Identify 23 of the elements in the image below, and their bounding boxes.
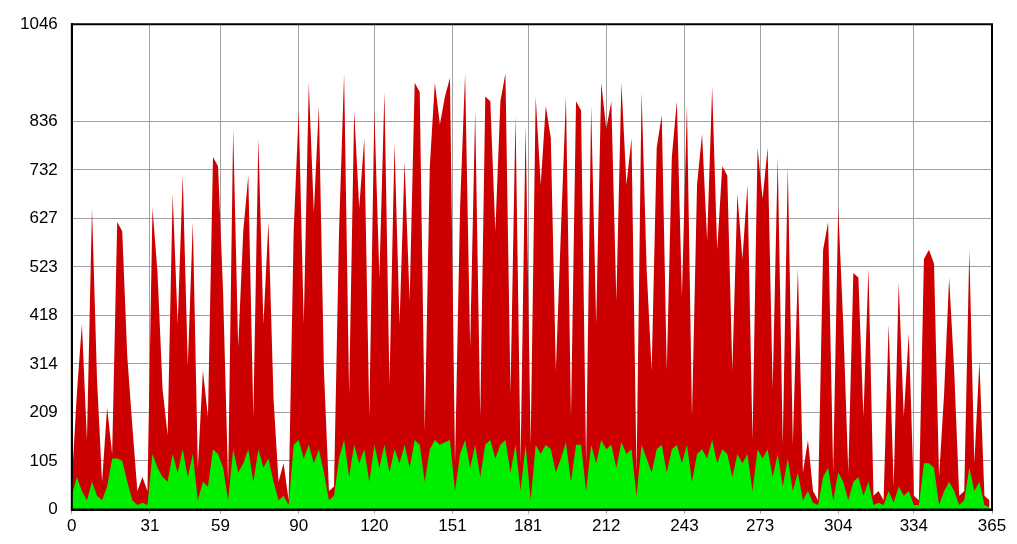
x-tick-label: 212 (592, 516, 621, 536)
y-tick-label: 105 (29, 450, 58, 470)
x-tick-label: 0 (67, 516, 77, 536)
y-tick-label: 627 (29, 208, 58, 228)
x-tick-label: 90 (289, 516, 309, 536)
x-tick-label: 365 (977, 516, 1007, 536)
x-tick-label: 120 (360, 516, 389, 536)
y-tick-label: 523 (29, 256, 58, 276)
y-tick-label: 314 (29, 353, 58, 373)
y-tick-label: 0 (48, 499, 58, 519)
x-tick-label: 304 (824, 516, 853, 536)
x-tick-label: 334 (899, 516, 929, 536)
x-tick-label: 273 (745, 516, 775, 536)
y-tick-label: 1046 (19, 13, 58, 33)
x-tick-label: 243 (670, 516, 699, 536)
y-tick-label: 209 (29, 402, 58, 422)
x-tick-label: 31 (140, 516, 160, 536)
x-tick-label: 181 (513, 516, 543, 536)
y-tick-label: 836 (29, 111, 58, 131)
y-tick-label: 418 (29, 305, 58, 325)
x-tick-label: 59 (211, 516, 231, 536)
y-tick-label: 732 (29, 159, 58, 179)
x-tick-label: 151 (438, 516, 467, 536)
